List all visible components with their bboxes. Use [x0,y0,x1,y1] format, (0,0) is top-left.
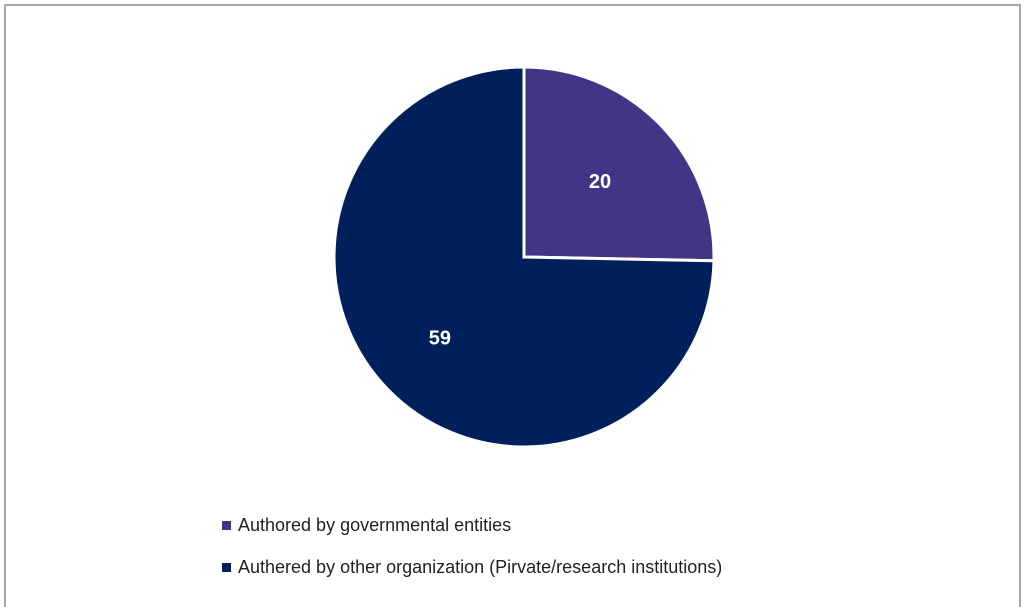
pie-slice-1 [332,65,716,449]
pie-slice-0 [522,65,716,263]
pie-data-label-0: 20 [589,171,611,193]
legend-swatch-governmental [222,520,231,530]
legend-item-other-organization: Authered by other organization (Pirvate/… [222,556,722,578]
legend-item-governmental: Authored by governmental entities [222,514,722,536]
pie-data-label-1: 59 [429,328,451,350]
legend-swatch-other-organization [222,562,231,572]
legend-label-other-organization: Authered by other organization (Pirvate/… [238,556,723,577]
legend-label-governmental: Authored by governmental entities [238,514,512,535]
chart-legend: Authored by governmental entities Auther… [222,514,722,598]
